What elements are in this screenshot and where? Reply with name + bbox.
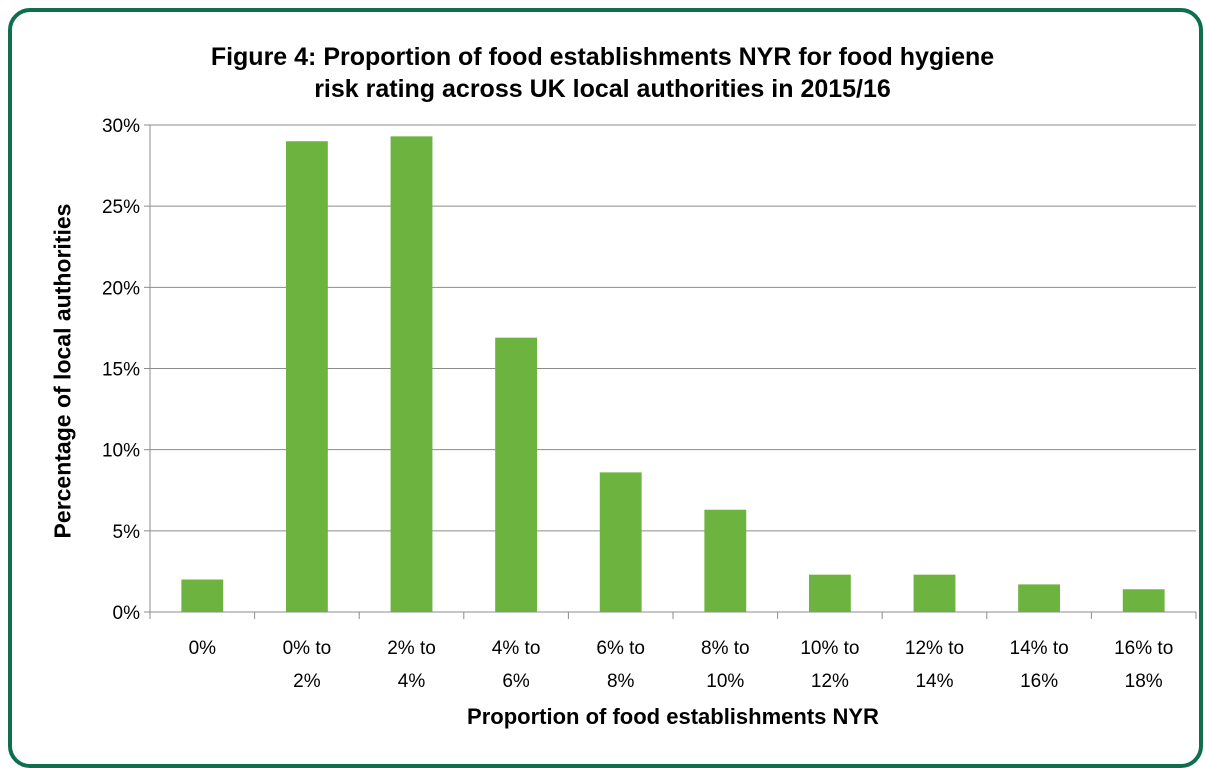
x-tick-label: 6%	[502, 671, 530, 692]
x-tick-label: 4%	[398, 671, 426, 692]
bar	[1018, 584, 1061, 612]
x-tick-label: 18%	[1125, 671, 1163, 692]
bar	[285, 141, 328, 612]
x-tick-label: 8% to	[701, 638, 750, 659]
bar	[913, 574, 956, 612]
chart-title-line-2: risk rating across UK local authorities …	[314, 75, 891, 103]
y-tick-label: 15%	[102, 360, 140, 381]
chart-title: Figure 4: Proportion of food establishme…	[0, 41, 1205, 105]
x-tick-label: 12%	[811, 671, 849, 692]
x-tick-label: 8%	[607, 671, 635, 692]
x-tick-label: 10%	[706, 671, 744, 692]
x-tick-label: 2% to	[387, 638, 436, 659]
x-tick-label: 10% to	[800, 638, 859, 659]
x-tick-label: 16%	[1020, 671, 1058, 692]
y-tick-label: 20%	[102, 278, 140, 299]
x-tick-label: 2%	[293, 671, 321, 692]
y-tick-label: 30%	[102, 116, 140, 137]
bar	[704, 509, 747, 612]
y-tick-label: 25%	[102, 197, 140, 218]
x-axis-label: Proportion of food establishments NYR	[467, 704, 879, 729]
chart-frame	[8, 8, 1203, 768]
x-tick-label: 0% to	[283, 638, 332, 659]
bar	[181, 579, 224, 612]
chart-title-line-1: Figure 4: Proportion of food establishme…	[210, 43, 995, 71]
y-tick-label: 0%	[113, 603, 141, 624]
bar	[808, 574, 851, 612]
x-tick-label: 12% to	[905, 638, 964, 659]
bar	[1122, 589, 1165, 612]
x-tick-label: 16% to	[1114, 638, 1173, 659]
bar	[390, 136, 433, 612]
bar	[495, 337, 538, 612]
y-tick-label: 10%	[102, 441, 140, 462]
bar	[599, 472, 642, 612]
x-tick-label: 14%	[915, 671, 953, 692]
x-tick-label: 4% to	[492, 638, 541, 659]
x-tick-label: 14% to	[1010, 638, 1069, 659]
bar-chart: 0% 5% 10% 15% 20% 25% 30% 0% 0% to 2% 2% to 4% 4% to…	[102, 116, 1197, 692]
x-tick-label: 6% to	[596, 638, 645, 659]
y-tick-label: 5%	[113, 522, 141, 543]
x-tick-label: 0%	[189, 638, 217, 659]
